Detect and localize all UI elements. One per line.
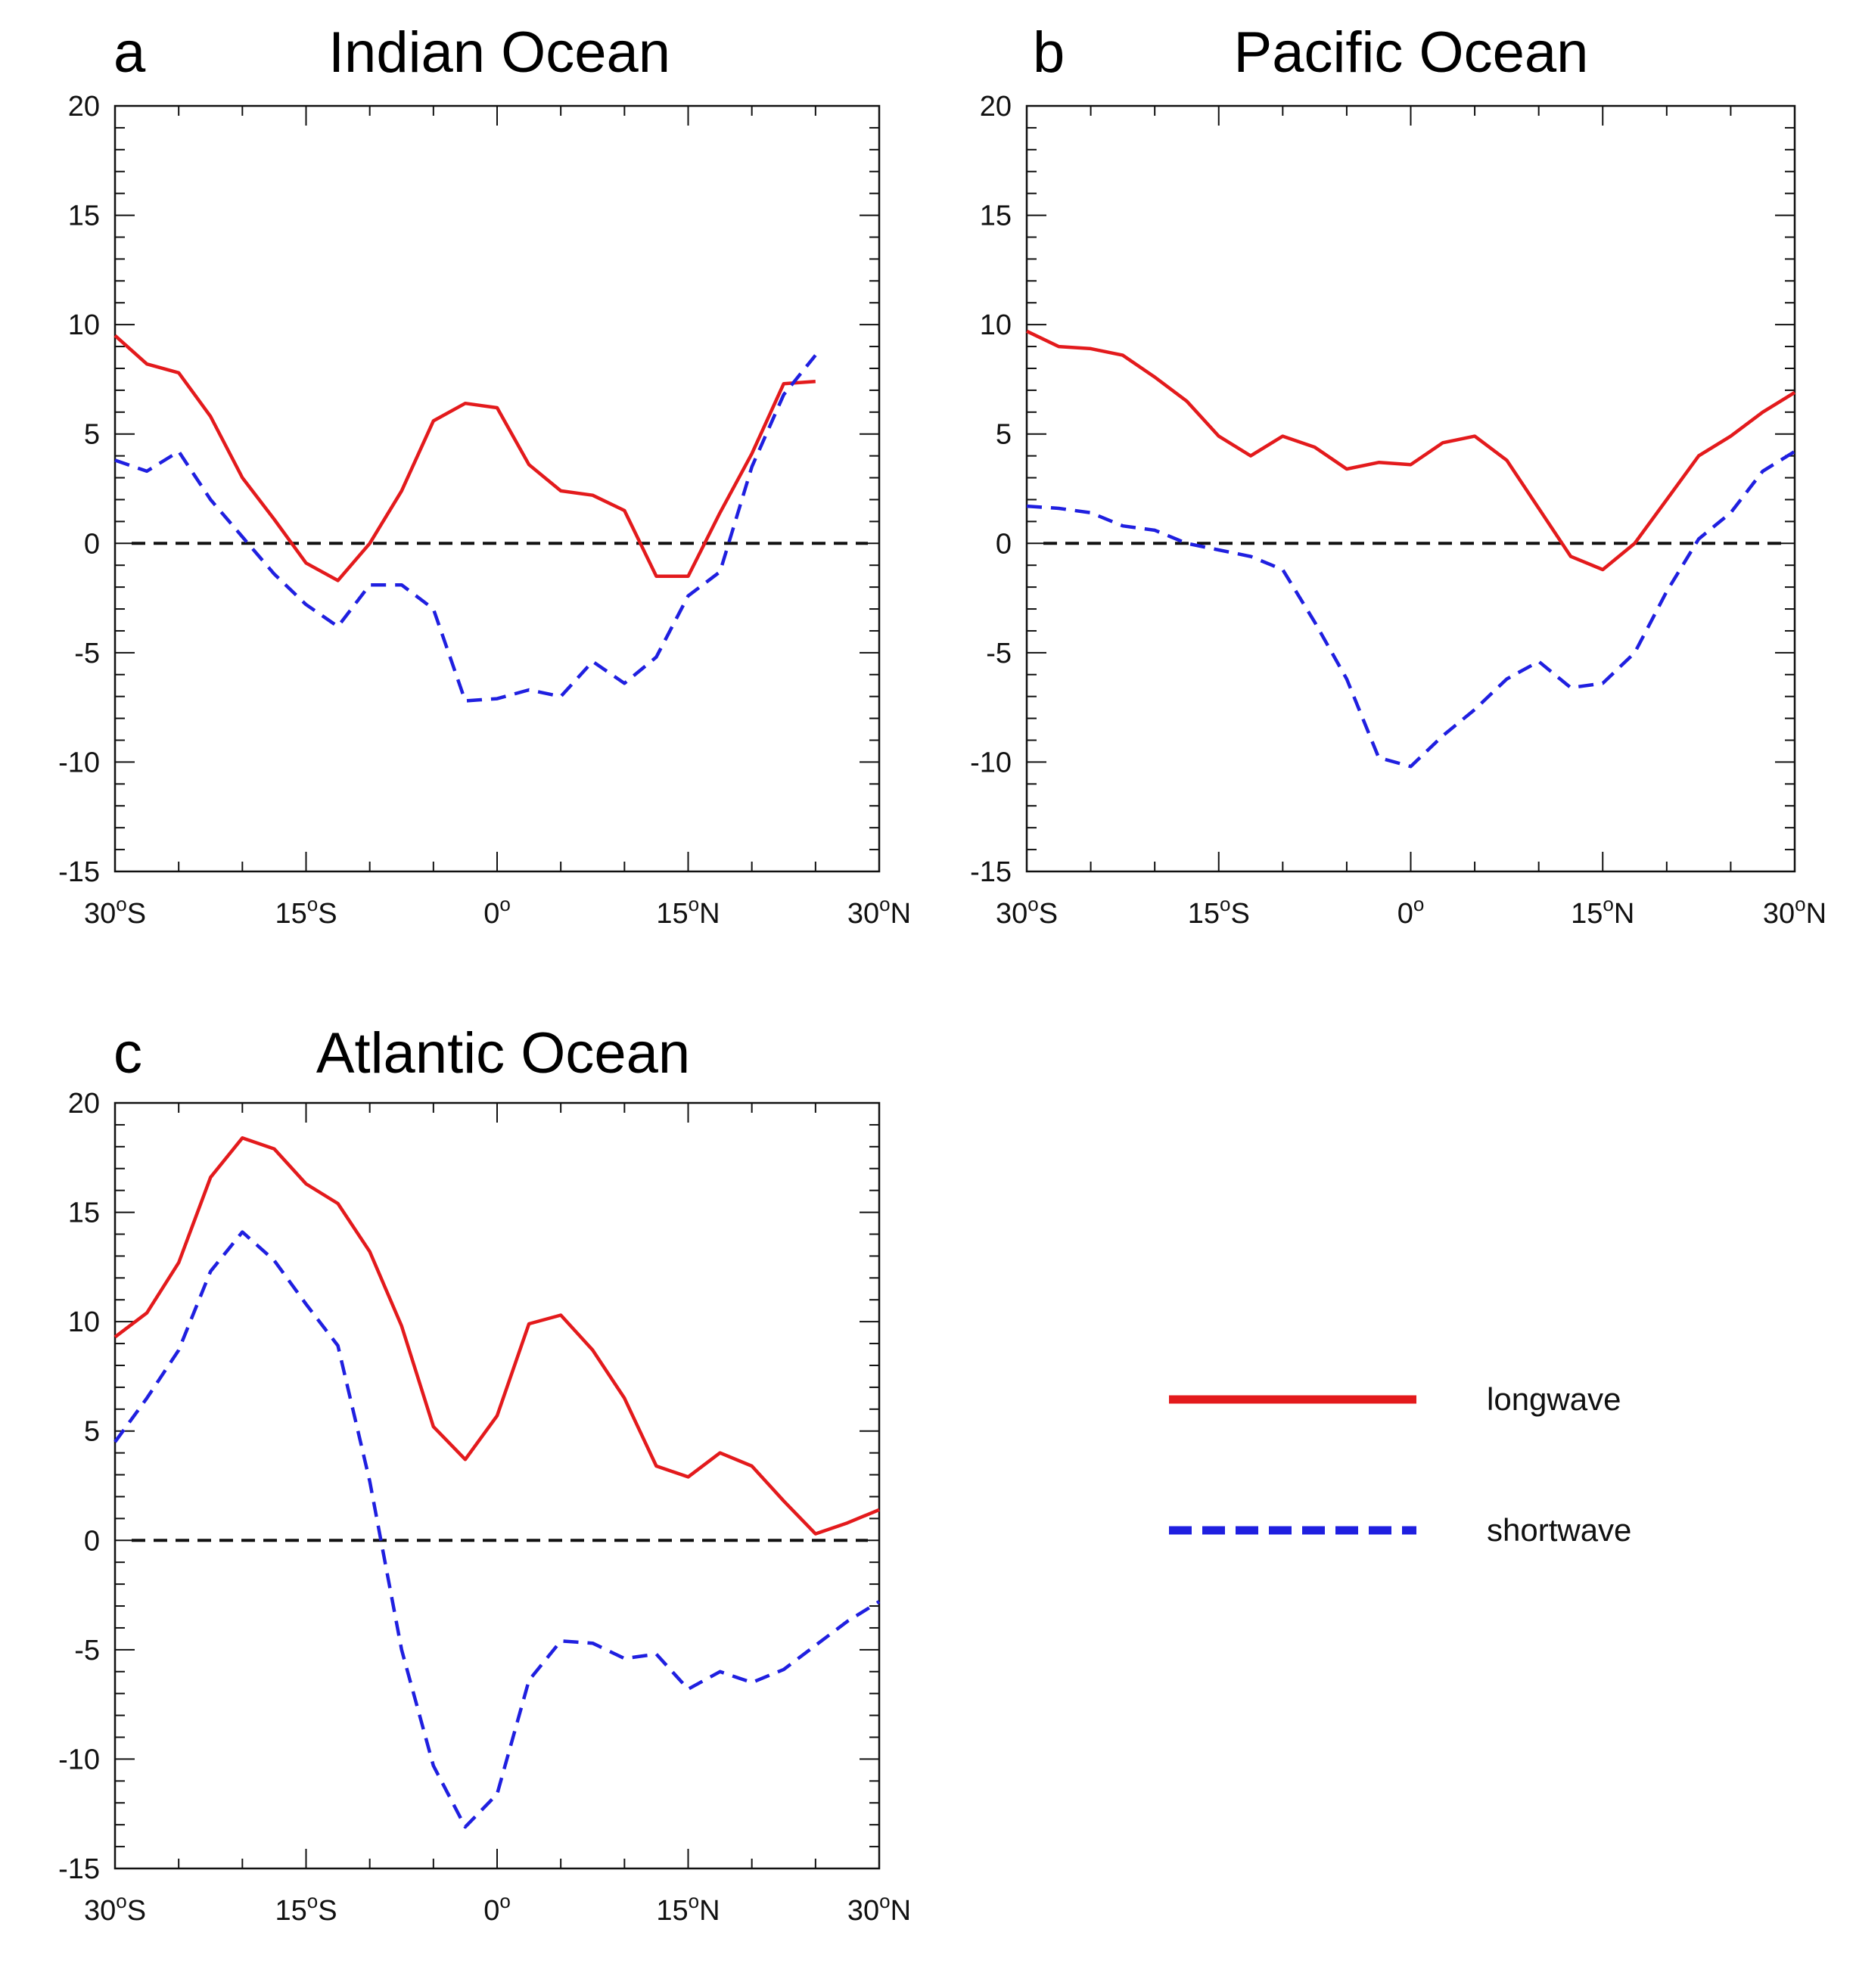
y-tick-label: -5	[74, 638, 100, 669]
panel-pacific-ocean: b Pacific Ocean 20 15 10 5 0 -5 -10 -15 30oS 15oS…	[970, 20, 1826, 930]
y-tick-label: 0	[996, 528, 1012, 560]
y-tick-label: -10	[58, 1744, 100, 1775]
x-tick-label: 30oS	[996, 893, 1058, 930]
y-tick-label: 0	[84, 528, 100, 560]
y-tick-label: 5	[84, 419, 100, 451]
x-tick-label: 0o	[483, 1890, 511, 1927]
x-tick-label: 30oN	[1763, 893, 1826, 930]
x-tick-label: 15oS	[275, 1890, 337, 1927]
x-tick-label: 15oS	[1188, 893, 1250, 930]
y-tick-label: -5	[74, 1635, 100, 1667]
chart-title: Atlantic Ocean	[316, 1021, 690, 1086]
y-tick-label: -5	[986, 638, 1012, 669]
y-tick-label: -15	[970, 856, 1012, 888]
y-tick-label: 20	[980, 91, 1012, 123]
y-tick-label: -10	[58, 747, 100, 778]
legend-label-longwave: longwave	[1487, 1381, 1621, 1417]
x-tick-label: 15oN	[1571, 893, 1634, 930]
y-tick-label: 10	[68, 1306, 100, 1338]
x-tick-label: 30oS	[84, 1890, 146, 1927]
y-tick-label: -10	[970, 747, 1012, 778]
series-shortwave-line	[114, 354, 817, 703]
series-longwave-line	[113, 334, 816, 582]
chart-title: Pacific Ocean	[1234, 20, 1589, 85]
panel-atlantic-ocean: c Atlantic Ocean 20 15 10 5 0 -5 -10 -15 30oS 15o…	[58, 1021, 911, 1927]
x-tick-label: 15oS	[275, 893, 337, 930]
y-tick-label: 15	[68, 200, 100, 232]
series-shortwave-line	[113, 1230, 881, 1829]
panel-indian-ocean: a Indian Ocean 20 15 10 5 0 -5 -10 -15 30oS 15oS 0…	[58, 20, 911, 930]
series-longwave-line	[1026, 329, 1796, 572]
y-tick-label: 15	[68, 1197, 100, 1229]
y-tick-label: 15	[980, 200, 1012, 232]
x-tick-label: 30oN	[847, 893, 911, 930]
x-tick-label: 30oN	[847, 1890, 911, 1927]
panel-letter: a	[113, 20, 146, 85]
chart-title: Indian Ocean	[328, 20, 670, 85]
y-tick-label: -15	[58, 1853, 100, 1885]
panel-letter: c	[113, 1021, 142, 1086]
x-tick-label: 30oS	[84, 893, 146, 930]
series-shortwave-line	[1026, 449, 1796, 769]
y-tick-label: -15	[58, 856, 100, 888]
y-tick-label: 20	[68, 91, 100, 123]
y-tick-label: 10	[68, 309, 100, 341]
x-tick-label: 15oN	[656, 893, 720, 930]
y-tick-label: 20	[68, 1088, 100, 1120]
y-tick-label: 0	[84, 1525, 100, 1557]
x-tick-label: 15oN	[656, 1890, 720, 1927]
x-tick-label: 0o	[1397, 893, 1425, 930]
x-tick-label: 0o	[483, 893, 511, 930]
y-tick-label: 5	[84, 1416, 100, 1448]
y-tick-label: 5	[996, 419, 1012, 451]
series-longwave-line	[113, 1136, 880, 1536]
panel-letter: b	[1033, 20, 1065, 85]
y-tick-label: 10	[980, 309, 1012, 341]
legend: longwave shortwave	[1169, 1381, 1631, 1548]
legend-label-shortwave: shortwave	[1487, 1512, 1631, 1548]
